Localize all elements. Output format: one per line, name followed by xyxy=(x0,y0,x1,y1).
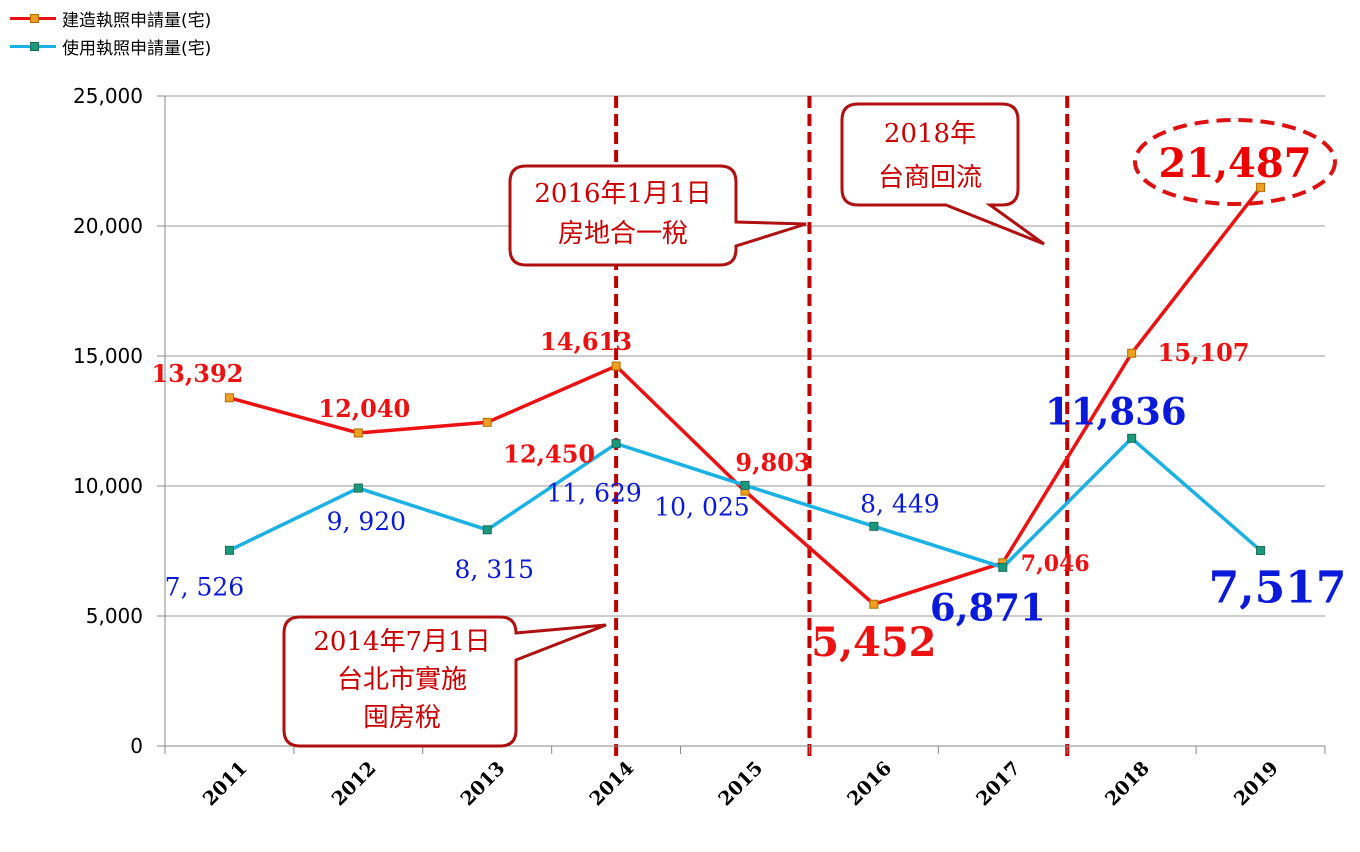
series-1-point xyxy=(1256,546,1266,556)
callout-2018-line-2: 台商回流 xyxy=(878,163,982,193)
y-tick-label: 5,000 xyxy=(86,604,143,628)
series-1-point xyxy=(224,545,234,555)
series-0-data-label: 9,803 xyxy=(735,448,810,477)
series-0-point xyxy=(482,417,492,427)
y-tick-label: 10,000 xyxy=(73,474,143,498)
series-0-point xyxy=(353,428,363,438)
series-1-point xyxy=(998,562,1008,572)
series-1-data-label: 8, 315 xyxy=(454,555,534,584)
series-1-point xyxy=(353,483,363,493)
peak-highlight-ellipse xyxy=(1133,118,1337,206)
callout-2016-line-2: 房地合一稅 xyxy=(558,219,688,249)
callout-2018: 2018年 台商回流 xyxy=(840,102,1045,246)
series-0-point xyxy=(224,393,234,403)
x-tick-label: 2016 xyxy=(843,757,896,810)
series-1-point xyxy=(1127,433,1137,443)
legend: 建造執照申請量(宅) 使用執照申請量(宅) xyxy=(10,4,211,60)
legend-label-construction: 建造執照申請量(宅) xyxy=(62,10,212,31)
series-1-data-label: 11, 629 xyxy=(546,479,641,508)
series-0-data-label: 7,046 xyxy=(1021,551,1090,577)
series-0-data-label: 14,613 xyxy=(540,327,632,356)
series-0-point xyxy=(1256,182,1266,192)
series-1-data-label: 11,836 xyxy=(1045,389,1187,433)
callout-2018-box xyxy=(840,102,1045,246)
callout-2016: 2016年1月1日 房地合一稅 xyxy=(508,164,807,267)
series-1-point xyxy=(482,525,492,535)
x-tick-label: 2013 xyxy=(457,757,510,810)
series-0-data-label: 12,450 xyxy=(503,439,595,468)
series-1-data-label: 9, 920 xyxy=(327,507,407,536)
series-0-data-label: 12,040 xyxy=(318,394,410,423)
series-0-point xyxy=(1127,348,1137,358)
x-tick-label: 2014 xyxy=(585,757,638,810)
data-labels: 13,392 12,040 12,450 14,613 9,803 5,452 7,046 1… xyxy=(152,140,1347,666)
legend-swatch-construction xyxy=(10,12,56,24)
x-tick-label: 2017 xyxy=(972,757,1025,810)
callout-2016-box xyxy=(508,164,807,267)
grid-lines xyxy=(165,95,1325,617)
x-tick-label: 2018 xyxy=(1101,757,1154,810)
series-1-data-label: 7,517 xyxy=(1209,563,1347,614)
series-0-data-label: 21,487 xyxy=(1158,140,1311,187)
series-1-data-label: 10, 025 xyxy=(654,492,749,521)
legend-swatch-usage xyxy=(10,40,56,52)
x-tick-label: 2015 xyxy=(714,757,767,810)
x-tick-label: 2019 xyxy=(1230,757,1283,810)
legend-label-usage: 使用執照申請量(宅) xyxy=(62,38,212,59)
series-1-point xyxy=(869,521,879,531)
series-layer xyxy=(224,182,1266,609)
callout-2014: 2014年7月1日 台北市實施 囤房稅 xyxy=(282,615,607,748)
legend-item-usage: 使用執照申請量(宅) xyxy=(10,32,211,60)
series-1-data-label: 7, 526 xyxy=(165,572,245,601)
series-0-data-label: 5,452 xyxy=(811,619,936,666)
series-0-data-label: 15,107 xyxy=(1158,338,1250,367)
series-1-data-label: 8, 449 xyxy=(860,489,940,518)
series-0-point xyxy=(611,361,621,371)
y-tick-label: 15,000 xyxy=(73,344,143,368)
series-1-point xyxy=(611,439,621,449)
y-tick-label: 20,000 xyxy=(73,214,143,238)
callout-2014-line-3: 囤房稅 xyxy=(363,703,441,733)
callout-2014-line-2: 台北市實施 xyxy=(337,665,467,695)
callout-2014-line-1: 2014年7月1日 xyxy=(313,627,490,657)
callout-2018-line-1: 2018年 xyxy=(884,119,976,149)
legend-item-construction: 建造執照申請量(宅) xyxy=(10,4,211,32)
callout-2016-line-1: 2016年1月1日 xyxy=(534,179,711,209)
series-1-data-label: 6,871 xyxy=(930,585,1046,629)
x-tick-label: 2011 xyxy=(199,757,252,810)
y-tick-label: 0 xyxy=(130,734,143,758)
y-tick-label: 25,000 xyxy=(73,84,143,108)
series-1-point xyxy=(740,480,750,490)
series-0-data-label: 13,392 xyxy=(152,359,244,388)
callout-2014-box xyxy=(282,615,607,748)
x-tick-label: 2012 xyxy=(328,757,381,810)
series-0-point xyxy=(869,599,879,609)
